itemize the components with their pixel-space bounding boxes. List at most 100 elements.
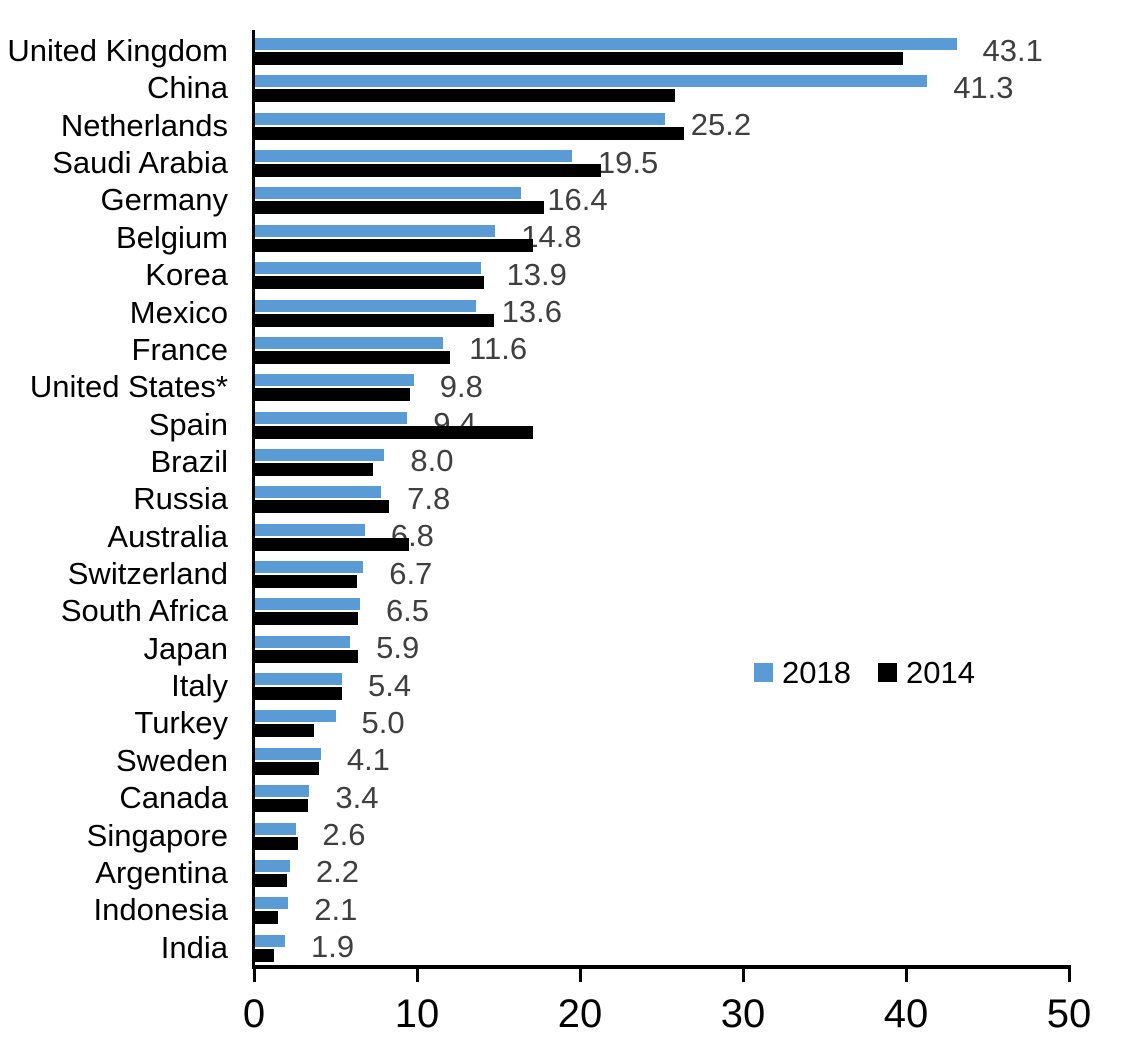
- legend: 2018 2014: [754, 656, 975, 688]
- value-label: 16.4: [547, 181, 608, 217]
- bar-2018: [254, 486, 382, 499]
- bar-2018: [254, 112, 665, 125]
- bar-2018: [254, 523, 365, 536]
- bar-2014: [254, 687, 343, 701]
- bar-2018: [254, 859, 290, 872]
- category-label: Indonesia: [93, 892, 228, 928]
- x-axis-tick-label: 0: [242, 992, 266, 1036]
- x-axis-tick-label: 10: [394, 992, 440, 1036]
- x-axis-tick-label: 40: [883, 992, 929, 1036]
- bar-2018: [254, 150, 572, 163]
- category-label: South Africa: [60, 593, 228, 629]
- bar-2014: [254, 388, 411, 402]
- bar-2014: [254, 52, 903, 65]
- value-label: 5.9: [376, 630, 420, 666]
- bar-2014: [254, 276, 484, 290]
- bar-2018: [254, 411, 408, 424]
- category-label: Japan: [143, 630, 228, 666]
- bar-2014: [254, 948, 274, 962]
- bar-2018: [254, 262, 481, 275]
- category-label: Switzerland: [67, 556, 228, 592]
- category-label: Russia: [133, 481, 228, 517]
- category-label: Netherlands: [60, 107, 228, 143]
- category-label: China: [147, 70, 228, 106]
- bar-2018: [254, 822, 297, 835]
- legend-swatch-2018: [754, 662, 773, 682]
- bar-2018: [254, 710, 336, 723]
- bar-2018: [254, 187, 522, 200]
- bar-2014: [254, 201, 545, 215]
- value-label: 2.6: [322, 817, 366, 853]
- bar-2014: [254, 462, 373, 476]
- category-label: Australia: [107, 518, 228, 554]
- category-label: Turkey: [134, 705, 228, 741]
- bar-2014: [254, 164, 602, 178]
- legend-label-2014: 2014: [905, 654, 975, 690]
- category-label: Korea: [145, 257, 228, 293]
- value-label: 11.6: [469, 331, 528, 367]
- bar-2014: [254, 799, 308, 813]
- value-label: 4.1: [346, 742, 390, 778]
- bar-2018: [254, 38, 957, 50]
- x-axis-tick-label: 50: [1046, 992, 1092, 1036]
- bar-2018: [254, 75, 928, 88]
- bar-2014: [254, 126, 685, 140]
- x-axis-tick: [1067, 969, 1071, 982]
- x-axis-tick-label: 30: [720, 992, 766, 1036]
- category-label: Sweden: [115, 742, 228, 778]
- bar-2014: [254, 238, 533, 252]
- category-label: Germany: [100, 182, 228, 218]
- legend-swatch-2014: [877, 662, 897, 682]
- category-label: Argentina: [95, 854, 228, 890]
- x-axis-tick: [741, 969, 745, 982]
- bar-2018: [254, 635, 351, 648]
- y-axis-line: [252, 30, 255, 969]
- category-label: Canada: [119, 780, 228, 816]
- bar-2018: [254, 336, 444, 349]
- value-label: 41.3: [953, 69, 1014, 105]
- category-label: United Kingdom: [7, 33, 228, 68]
- bar-2014: [254, 836, 298, 850]
- category-label: France: [131, 331, 228, 367]
- value-label: 19.5: [597, 144, 659, 180]
- bar-2014: [254, 537, 409, 551]
- x-axis-tick-label: 20: [557, 992, 603, 1036]
- value-label: 5.4: [368, 667, 412, 703]
- value-label: 43.1: [982, 32, 1043, 68]
- bar-2014: [254, 873, 287, 887]
- value-label: 7.8: [407, 480, 451, 516]
- value-label: 25.2: [690, 107, 752, 143]
- bar-2018: [254, 224, 496, 237]
- value-label: 8.0: [410, 443, 454, 479]
- bar-2018: [254, 934, 285, 947]
- bar-2018: [254, 673, 343, 686]
- bar-2018: [254, 598, 360, 611]
- bar-2014: [254, 89, 675, 103]
- bar-2014: [254, 911, 279, 925]
- category-label: Italy: [171, 668, 228, 704]
- value-label: 5.0: [361, 704, 405, 740]
- x-axis-tick: [904, 969, 908, 982]
- bar-2018: [254, 299, 476, 312]
- category-label: Mexico: [129, 294, 228, 330]
- bar-2014: [254, 500, 390, 514]
- bar-2018: [254, 374, 414, 387]
- legend-label-2018: 2018: [782, 654, 851, 690]
- value-label: 13.9: [506, 256, 567, 292]
- bar-2014: [254, 313, 494, 327]
- bar-2014: [254, 724, 315, 738]
- bar-2014: [254, 761, 320, 775]
- category-label: Singapore: [86, 817, 228, 853]
- category-label: Saudi Arabia: [52, 145, 228, 181]
- value-label: 1.9: [310, 929, 355, 965]
- bar-2014: [254, 350, 450, 364]
- value-label: 13.6: [501, 294, 563, 330]
- x-axis-tick: [252, 969, 256, 982]
- x-axis-tick: [578, 969, 582, 982]
- x-axis-tick: [415, 969, 419, 982]
- value-label: 9.8: [439, 368, 483, 404]
- category-label: India: [160, 929, 228, 965]
- bar-2014: [254, 649, 359, 663]
- bar-2018: [254, 785, 310, 798]
